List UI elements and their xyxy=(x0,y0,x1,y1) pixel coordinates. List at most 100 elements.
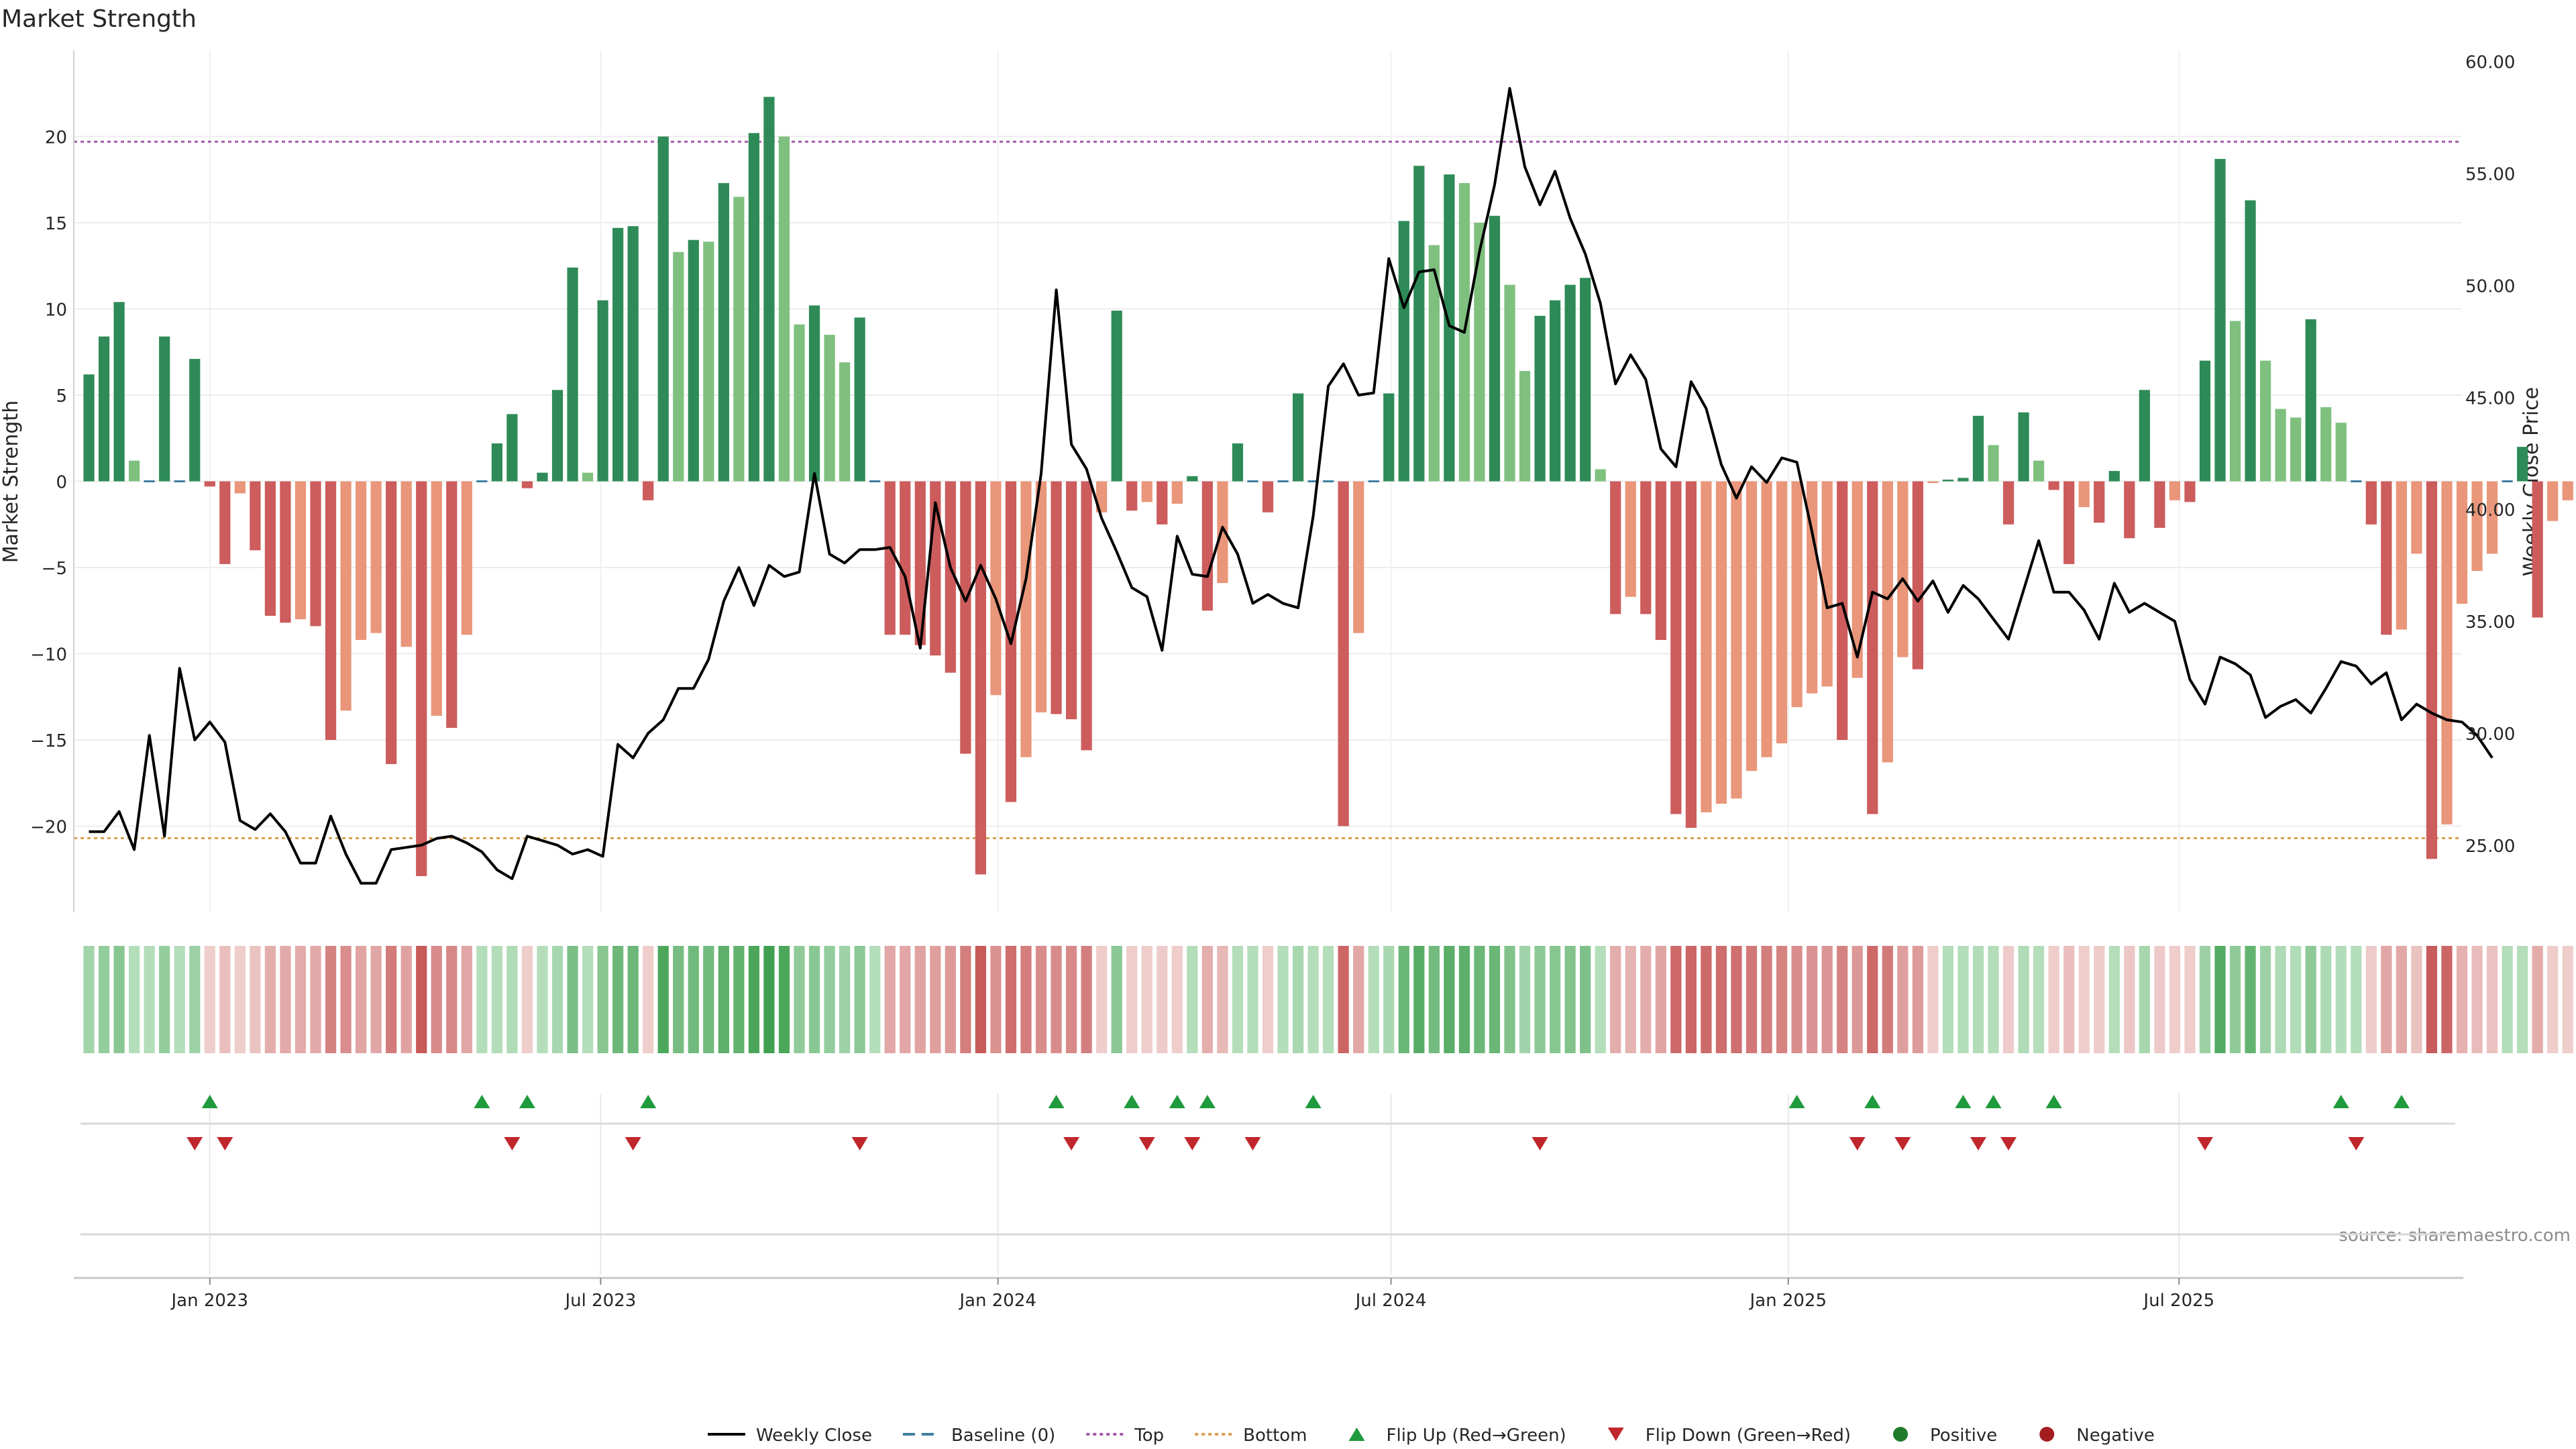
heat-cell xyxy=(204,946,215,1053)
heat-cell xyxy=(1141,946,1152,1053)
y-tick-label-left: 0 xyxy=(56,473,67,493)
strength-bar xyxy=(1413,166,1425,482)
heat-cell xyxy=(2517,946,2528,1053)
heat-cell xyxy=(340,946,352,1053)
heat-cell xyxy=(2320,946,2332,1053)
y-tick-label-right: 60.00 xyxy=(2465,53,2515,73)
heat-cell xyxy=(219,946,231,1053)
strength-bar xyxy=(2199,360,2211,482)
strength-bar xyxy=(1897,481,1909,657)
flip-down-marker xyxy=(2000,1137,2017,1150)
heat-cell xyxy=(355,946,367,1053)
heat-cell xyxy=(1474,946,1485,1053)
strength-bar xyxy=(2456,481,2468,604)
y-tick-label-left: 10 xyxy=(45,301,67,321)
heat-cell xyxy=(2108,946,2120,1053)
legend-swatch-circle xyxy=(2039,1427,2055,1442)
strength-bar xyxy=(1746,481,1758,771)
heat-cell xyxy=(1519,946,1531,1053)
legend-label: Flip Down (Green→Red) xyxy=(1646,1426,1851,1446)
heat-cell xyxy=(250,946,261,1053)
heat-cell xyxy=(643,946,654,1053)
heat-cell xyxy=(1444,946,1455,1053)
flip-down-marker xyxy=(1244,1137,1261,1150)
strength-bar xyxy=(778,136,790,482)
heat-cell xyxy=(657,946,669,1053)
heat-cell xyxy=(1942,946,1954,1053)
strength-bar xyxy=(2033,460,2045,482)
heat-cell xyxy=(1972,946,1984,1053)
heat-cell xyxy=(1731,946,1742,1053)
strength-bar xyxy=(2229,321,2241,482)
heat-cell xyxy=(1670,946,1682,1053)
strength-bar xyxy=(1670,481,1682,814)
flip-up-marker xyxy=(2332,1095,2349,1108)
strength-bar xyxy=(2517,447,2528,482)
heat-cell xyxy=(2471,946,2483,1053)
strength-bar xyxy=(431,481,442,716)
flip-down-marker xyxy=(1894,1137,1911,1150)
strength-bar xyxy=(839,362,851,482)
strength-bar xyxy=(1428,245,1440,482)
strength-bar xyxy=(1519,371,1531,482)
heat-cell xyxy=(491,946,502,1053)
flip-up-marker xyxy=(201,1095,218,1108)
strength-bar xyxy=(1035,481,1047,712)
strength-bar xyxy=(1761,481,1772,757)
heat-cell xyxy=(174,946,185,1053)
heat-cell xyxy=(1353,946,1364,1053)
flip-up-marker xyxy=(1788,1095,1805,1108)
heat-cell xyxy=(264,946,276,1053)
heat-cell xyxy=(627,946,639,1053)
strength-bar xyxy=(2426,481,2438,859)
strength-bar xyxy=(537,472,548,482)
heat-cell xyxy=(900,946,911,1053)
heat-cell xyxy=(1383,946,1395,1053)
heat-cell xyxy=(748,946,760,1053)
strength-bar xyxy=(1685,481,1697,828)
strength-bar xyxy=(1020,481,1032,757)
threshold-lines xyxy=(74,140,2462,839)
strength-bar xyxy=(733,197,745,482)
strength-bar xyxy=(310,481,321,627)
strength-bar xyxy=(567,267,578,482)
strength-bar xyxy=(2184,481,2196,502)
heat-cell xyxy=(2094,946,2105,1053)
flip-up-marker xyxy=(2045,1095,2062,1108)
strength-bar xyxy=(2063,481,2075,564)
x-tick-label: Jul 2023 xyxy=(564,1291,636,1311)
strength-bar xyxy=(370,481,382,633)
strength-bar xyxy=(294,481,307,620)
heat-cell xyxy=(537,946,548,1053)
strength-bar xyxy=(597,300,608,482)
y-axis-label-left: Market Strength xyxy=(0,400,23,563)
strength-bar xyxy=(1126,481,1138,511)
heat-cell xyxy=(446,946,458,1053)
heat-cell xyxy=(129,946,140,1053)
heat-cell xyxy=(1428,946,1440,1053)
legend-label: Top xyxy=(1134,1426,1164,1446)
strength-bar xyxy=(763,97,775,482)
flip-down-marker xyxy=(2196,1137,2213,1150)
heat-cell xyxy=(2396,946,2407,1053)
heat-cell xyxy=(2124,946,2135,1053)
heat-cell xyxy=(1851,946,1863,1053)
strength-bar xyxy=(1837,481,1848,740)
strength-bar xyxy=(900,481,911,635)
heat-cell xyxy=(2033,946,2045,1053)
heat-cell xyxy=(1927,946,1939,1053)
heat-cell xyxy=(280,946,291,1053)
strength-bar xyxy=(1867,481,1878,814)
flip-down-marker xyxy=(1849,1137,1866,1150)
heat-cell xyxy=(990,946,1002,1053)
heat-cell xyxy=(2229,946,2241,1053)
heat-cell xyxy=(1595,946,1606,1053)
strength-bar xyxy=(794,324,805,482)
flip-down-marker xyxy=(1970,1137,1986,1150)
legend: Weekly Close Baseline (0) Top Bottom Flip Up… xyxy=(708,1426,2155,1446)
heat-cell xyxy=(884,946,896,1053)
heat-cell xyxy=(914,946,926,1053)
strength-bar xyxy=(960,481,971,754)
strength-bar xyxy=(1807,481,1818,694)
axes: 20 15 10 5 0 −5 −10 −15 −20 60.00 55.00 50.00 45.00 4… xyxy=(30,50,2515,1311)
